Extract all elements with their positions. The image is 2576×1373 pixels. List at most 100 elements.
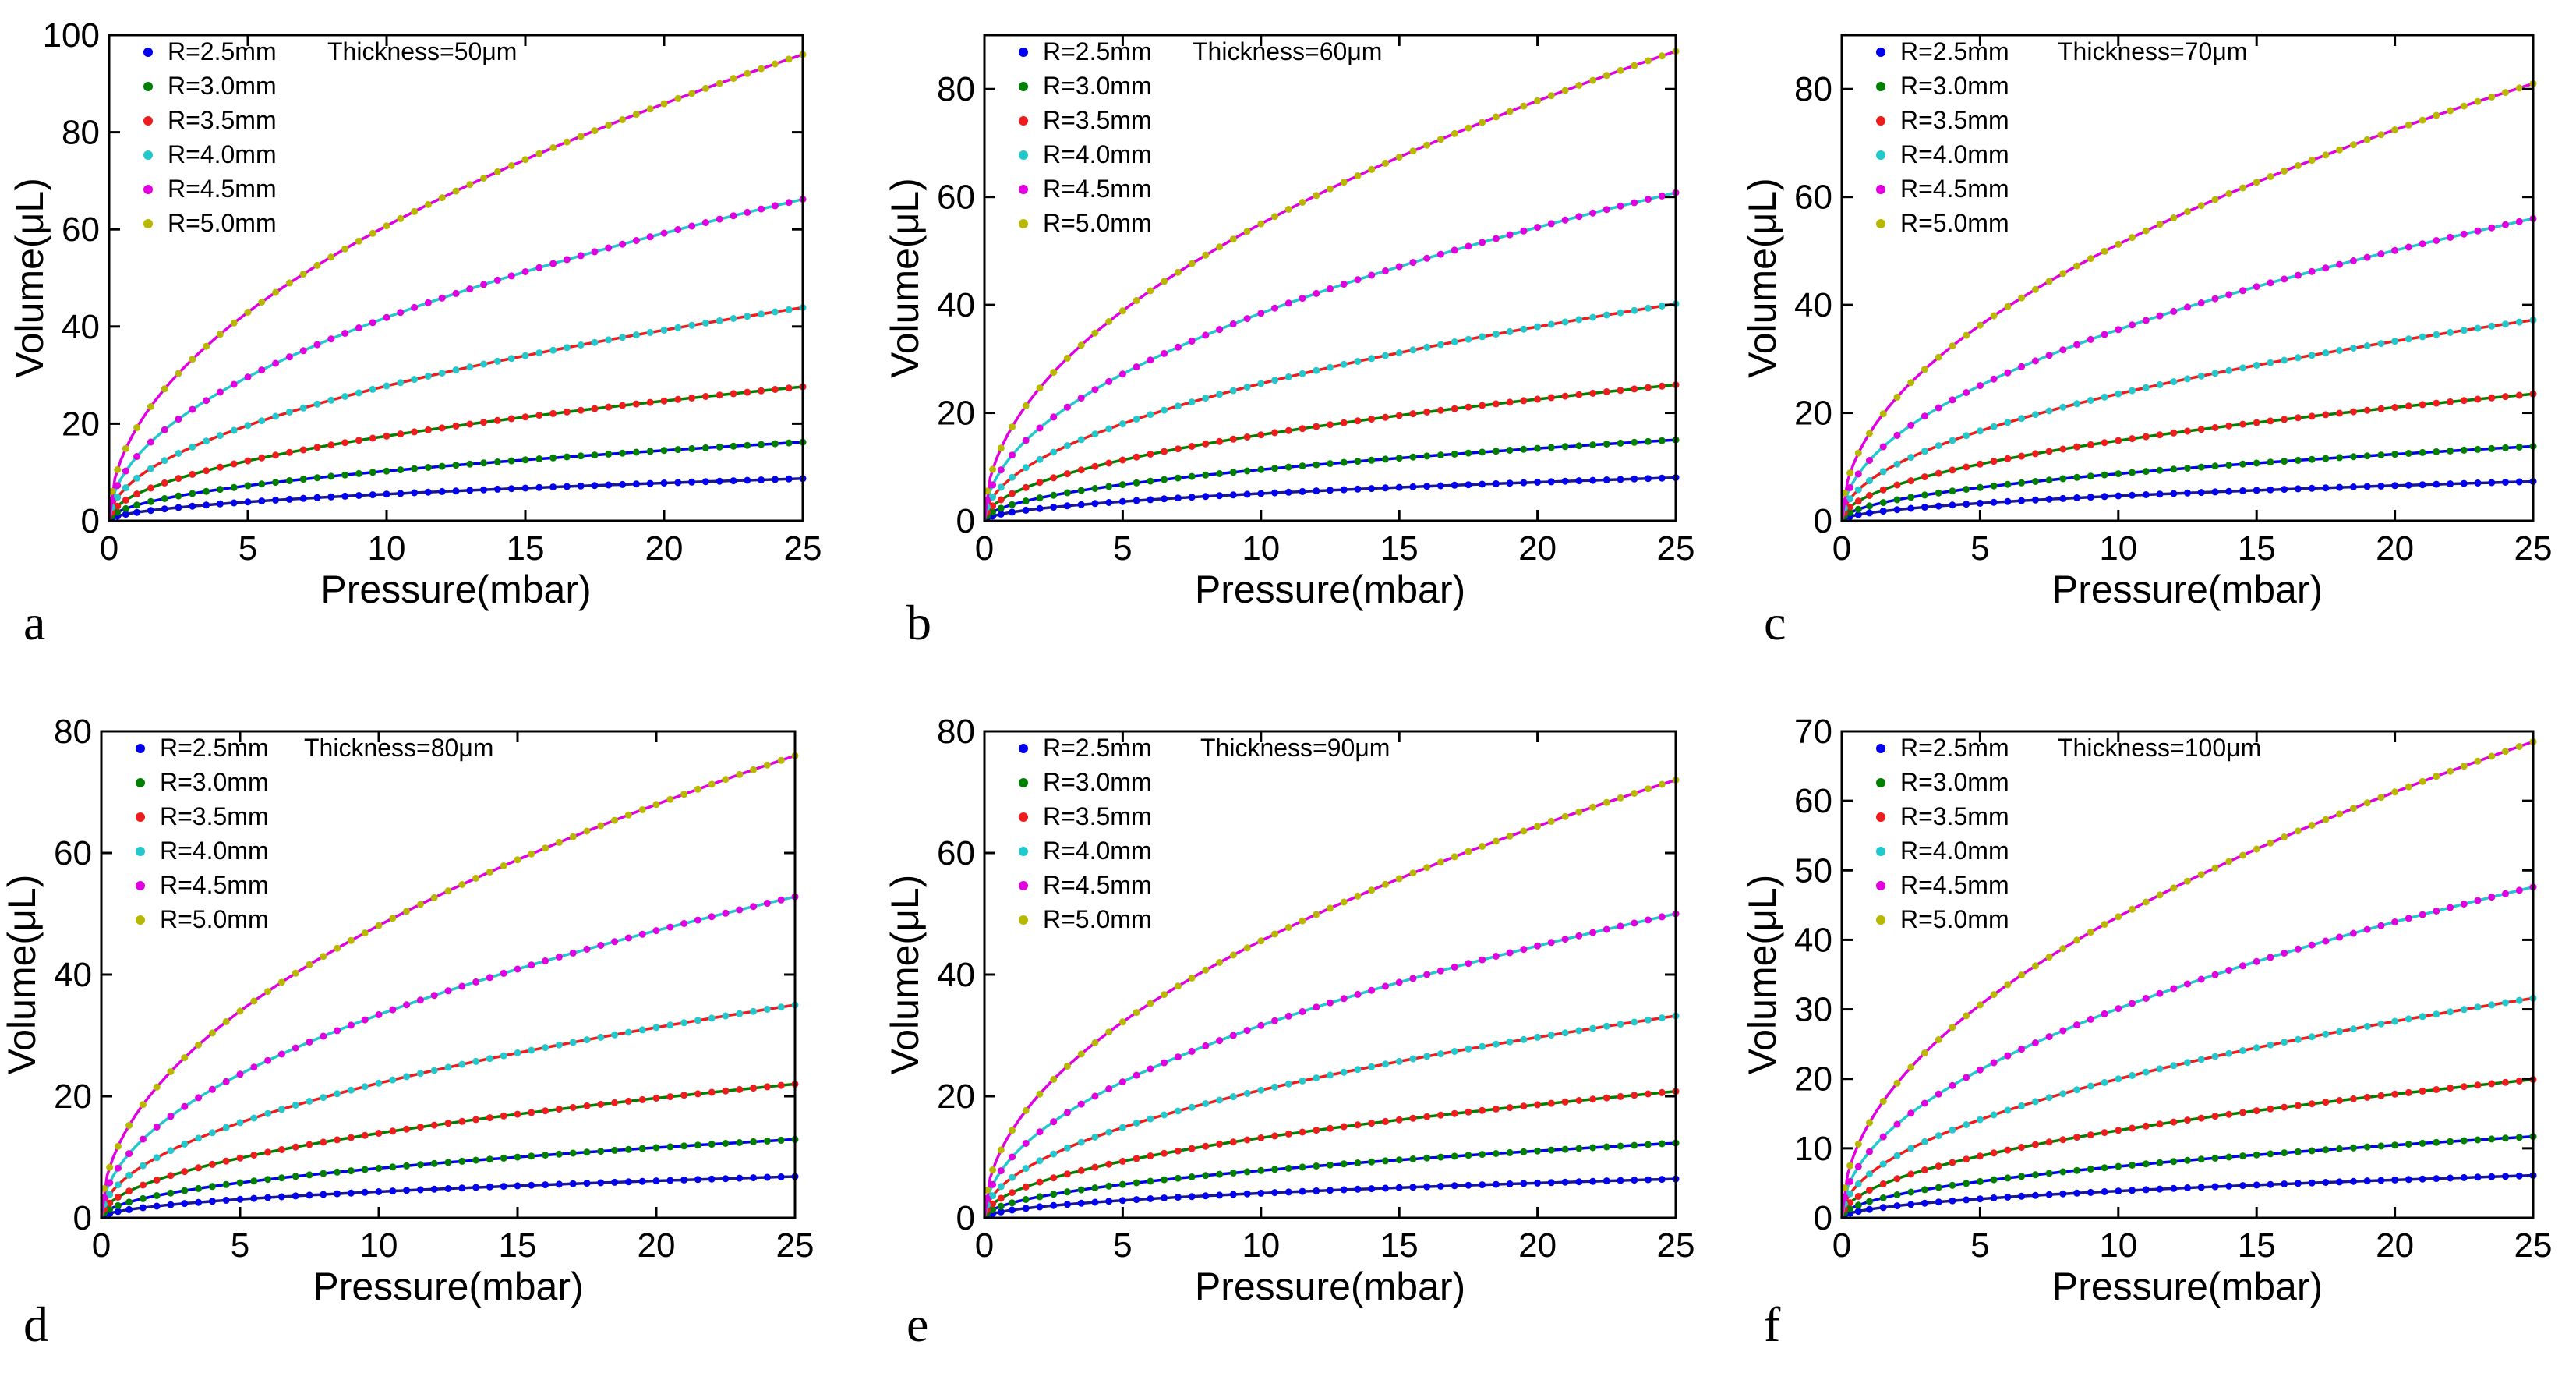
data-point: [1036, 1178, 1044, 1186]
data-point: [708, 1141, 716, 1148]
data-point: [369, 385, 376, 393]
data-point: [2322, 484, 2330, 492]
x-tick-label: 5: [1113, 529, 1132, 568]
series-R=4.5mm: [108, 196, 807, 522]
data-point: [694, 1090, 701, 1098]
data-point: [521, 352, 529, 359]
data-point: [285, 409, 293, 416]
data-point: [2045, 1033, 2053, 1041]
data-point: [2031, 357, 2039, 365]
data-point: [2419, 911, 2426, 918]
data-point: [2447, 904, 2454, 911]
data-point: [2515, 1134, 2523, 1141]
data-point: [1161, 1176, 1168, 1184]
data-point: [147, 497, 154, 505]
data-point: [744, 208, 751, 216]
data-point: [2308, 455, 2316, 463]
y-tick-label: 40: [1794, 921, 1832, 959]
series-R=3.5mm: [100, 1080, 799, 1219]
data-point: [688, 394, 696, 402]
data-point: [1465, 335, 1472, 343]
data-point: [292, 1143, 299, 1151]
data-point: [2018, 1102, 2026, 1109]
data-point: [341, 393, 349, 400]
data-point: [2488, 1173, 2496, 1180]
data-point: [230, 380, 238, 388]
data-point: [1105, 425, 1113, 433]
data-point: [1423, 1113, 1431, 1120]
data-point: [674, 446, 682, 454]
data-point: [1077, 1186, 1085, 1194]
data-point: [430, 1067, 438, 1074]
legend-marker: [136, 778, 145, 787]
fit-line: [984, 476, 1677, 522]
data-point: [1036, 494, 1044, 502]
data-point: [1866, 1170, 1873, 1178]
data-point: [1299, 1077, 1306, 1085]
data-point: [1257, 220, 1265, 228]
data-point: [2031, 450, 2039, 458]
data-point: [2031, 1039, 2039, 1046]
legend-marker: [1019, 881, 1028, 890]
data-point: [2488, 1001, 2496, 1009]
data-point: [106, 1163, 114, 1171]
legend-label: R=5.0mm: [160, 905, 269, 933]
data-point: [2115, 240, 2122, 248]
data-point: [1340, 995, 1348, 1003]
data-point: [2336, 933, 2344, 941]
data-point: [1091, 485, 1099, 492]
series-R=3.5mm: [983, 381, 1680, 522]
data-point: [1506, 398, 1514, 406]
data-point: [1645, 1016, 1652, 1024]
data-point: [1492, 400, 1500, 408]
data-point: [2377, 1177, 2385, 1184]
data-point: [542, 1181, 549, 1189]
data-point: [1202, 251, 1210, 259]
data-point: [1257, 1189, 1265, 1197]
data-point: [236, 1070, 244, 1078]
data-point: [1174, 343, 1182, 351]
data-point: [397, 490, 405, 497]
data-point: [716, 391, 723, 399]
data-point: [1327, 460, 1334, 468]
data-point: [1313, 1003, 1320, 1011]
data-point: [1271, 489, 1278, 497]
data-point: [997, 1167, 1005, 1175]
y-tick-label: 40: [1794, 286, 1832, 324]
data-point: [1313, 1187, 1320, 1194]
data-point: [1147, 1065, 1154, 1073]
data-point: [1202, 331, 1210, 339]
data-point: [1451, 450, 1458, 458]
data-point: [203, 467, 210, 475]
data-point: [1423, 343, 1431, 351]
series-R=5.0mm: [108, 51, 807, 522]
data-point: [236, 1154, 244, 1162]
data-point: [569, 1039, 577, 1046]
data-point: [222, 1018, 230, 1025]
data-point: [430, 1159, 438, 1167]
data-point: [114, 1201, 122, 1209]
x-tick-label: 10: [1242, 1226, 1280, 1265]
data-point: [2184, 303, 2191, 311]
data-point: [744, 313, 751, 320]
data-point: [1866, 492, 1873, 499]
legend-marker: [136, 812, 145, 822]
series-R=3.0mm: [1840, 443, 2537, 522]
y-tick-label: 40: [62, 308, 100, 346]
data-point: [507, 162, 515, 169]
data-point: [624, 934, 632, 942]
data-point: [1921, 366, 1928, 373]
data-point: [1354, 276, 1362, 284]
data-point: [1866, 457, 1873, 464]
data-point: [2281, 275, 2288, 283]
data-point: [1409, 453, 1417, 461]
data-point: [632, 237, 640, 244]
data-point: [1271, 213, 1278, 221]
data-point: [1063, 470, 1071, 478]
data-point: [1520, 445, 1528, 453]
data-point: [2239, 460, 2246, 468]
data-point: [1658, 303, 1666, 310]
data-point: [1354, 458, 1362, 465]
data-point: [1216, 492, 1224, 500]
data-point: [2281, 416, 2288, 423]
